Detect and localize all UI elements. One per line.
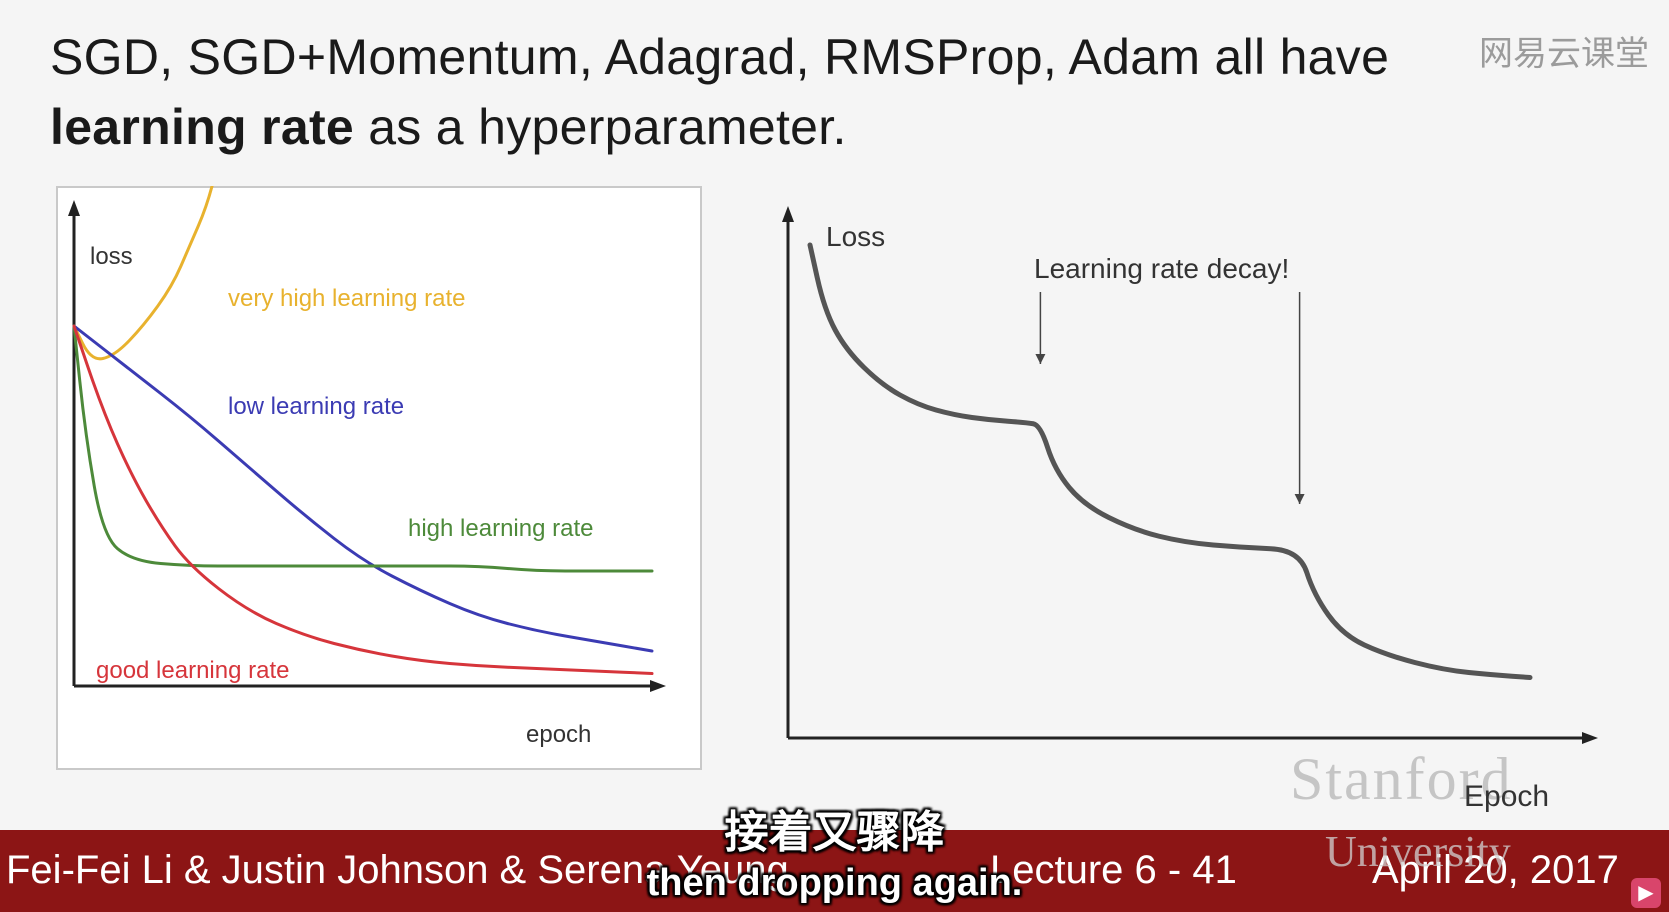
subtitle-english: then dropping again. [646,862,1023,904]
series-label-very-high: very high learning rate [228,285,465,312]
footer-bar [0,830,1669,912]
footer-date: April 20, 2017 [1372,848,1619,892]
footer-lecture: Lecture 6 - 41 [990,848,1237,892]
stanford-watermark: Stanford [1290,746,1513,812]
series-line-0 [807,242,1533,680]
x-axis-arrow [650,680,666,692]
decay-arrow-head-0 [1035,354,1046,364]
series-label-high: high learning rate [408,515,593,542]
learning-rate-chart-svg: loss epoch very high learning rate low l… [56,186,702,770]
footer-authors: Fei-Fei Li & Justin Johnson & Serena Yeu… [6,848,789,892]
series-label-low: low learning rate [228,393,404,420]
slide-title-line1: SGD, SGD+Momentum, Adagrad, RMSProp, Ada… [50,29,1390,85]
slide-title-line2: learning rate as a hyperparameter. [50,98,847,156]
university-watermark: University [1325,827,1511,876]
series-line-1 [72,324,654,653]
series-line-0 [72,186,214,361]
title-bold-text: learning rate [50,99,354,155]
x-axis-label: epoch [526,721,591,748]
title-rest-text: as a hyperparameter. [354,99,847,155]
decay-arrow-head-1 [1294,494,1305,504]
y-axis-arrow [782,206,794,222]
y-axis-label: loss [90,243,133,270]
learning-rate-chart: loss epoch very high learning rate low l… [56,186,702,770]
lr-decay-chart: Loss Learning rate decay! [770,200,1610,760]
series-line-2 [72,324,654,573]
lr-decay-chart-svg: Loss Learning rate decay! [782,206,1598,744]
x-axis-arrow [1582,732,1598,744]
y-axis-label: Loss [826,221,885,252]
decay-annotation: Learning rate decay! [1034,253,1289,284]
y-axis-arrow [68,200,80,216]
series-label-good: good learning rate [96,657,289,684]
subtitle-chinese: 接着又骤降 [724,807,945,858]
bilibili-logo-icon: ▶ [1631,878,1661,908]
netease-watermark: 网易云课堂 [1479,34,1649,74]
right-x-axis-label: Epoch [1464,780,1550,813]
series-line-3 [72,324,654,675]
